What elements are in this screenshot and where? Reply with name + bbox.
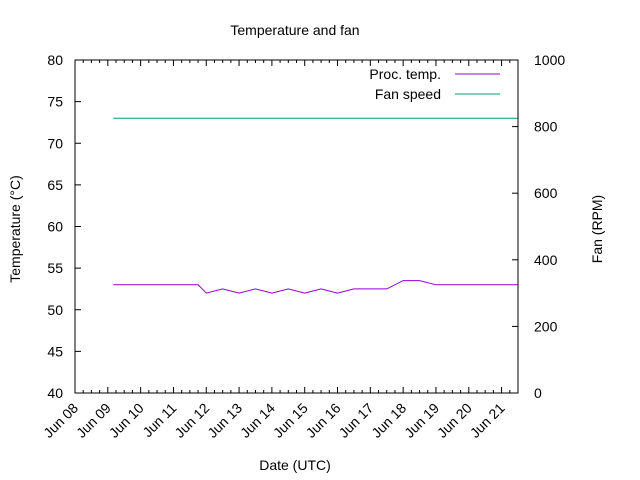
x-tick-label: Jun 21 bbox=[467, 400, 508, 441]
y-tick-label: 50 bbox=[47, 302, 63, 318]
y-tick-label: 70 bbox=[47, 135, 63, 151]
series-layer bbox=[113, 117, 518, 294]
x-tick-label: Jun 09 bbox=[73, 400, 114, 441]
plot-frame bbox=[74, 59, 519, 394]
y-axis-left: 40 45 50 55 60 65 70 75 80 bbox=[47, 52, 81, 401]
x-tick-label: Jun 11 bbox=[139, 400, 179, 440]
y2-tick-label: 600 bbox=[534, 185, 558, 201]
x-tick-label: Jun 19 bbox=[401, 400, 442, 441]
y-tick-label: 80 bbox=[47, 52, 63, 68]
x-tick-label: Jun 10 bbox=[106, 400, 147, 441]
legend-label-1: Fan speed bbox=[375, 86, 441, 102]
y-tick-label: 75 bbox=[47, 94, 63, 110]
y-axis-right: 0 200 400 600 800 1000 bbox=[512, 52, 565, 401]
x-tick-label: Jun 08 bbox=[40, 400, 81, 441]
series-line-0 bbox=[113, 280, 518, 294]
y-tick-label: 45 bbox=[47, 343, 63, 359]
y2-tick-label: 200 bbox=[534, 318, 558, 334]
legend: Proc. temp. Fan speed bbox=[369, 66, 500, 102]
y-tick-label: 65 bbox=[47, 177, 63, 193]
y2-tick-label: 1000 bbox=[534, 52, 565, 68]
x-tick-label: Jun 20 bbox=[434, 400, 475, 441]
chart-title: Temperature and fan bbox=[230, 22, 359, 38]
y2-tick-label: 800 bbox=[534, 119, 558, 135]
x-tick-label: Jun 18 bbox=[368, 400, 409, 441]
y-axis-label: Temperature (°C) bbox=[7, 175, 23, 283]
legend-label-0: Proc. temp. bbox=[369, 66, 441, 82]
x-axis-label: Date (UTC) bbox=[259, 457, 331, 473]
x-tick-label: Jun 17 bbox=[335, 400, 376, 441]
y2-tick-label: 0 bbox=[534, 385, 542, 401]
y-tick-label: 55 bbox=[47, 260, 63, 276]
y-tick-label: 40 bbox=[47, 385, 63, 401]
y2-tick-label: 400 bbox=[534, 252, 558, 268]
y2-axis-label: Fan (RPM) bbox=[589, 195, 605, 263]
y-tick-label: 60 bbox=[47, 219, 63, 235]
x-tick-label: Jun 16 bbox=[303, 400, 344, 441]
x-tick-label: Jun 15 bbox=[270, 400, 311, 441]
x-tick-label: Jun 14 bbox=[237, 400, 278, 441]
x-tick-label: Jun 12 bbox=[171, 400, 212, 441]
x-tick-label: Jun 13 bbox=[204, 400, 245, 441]
